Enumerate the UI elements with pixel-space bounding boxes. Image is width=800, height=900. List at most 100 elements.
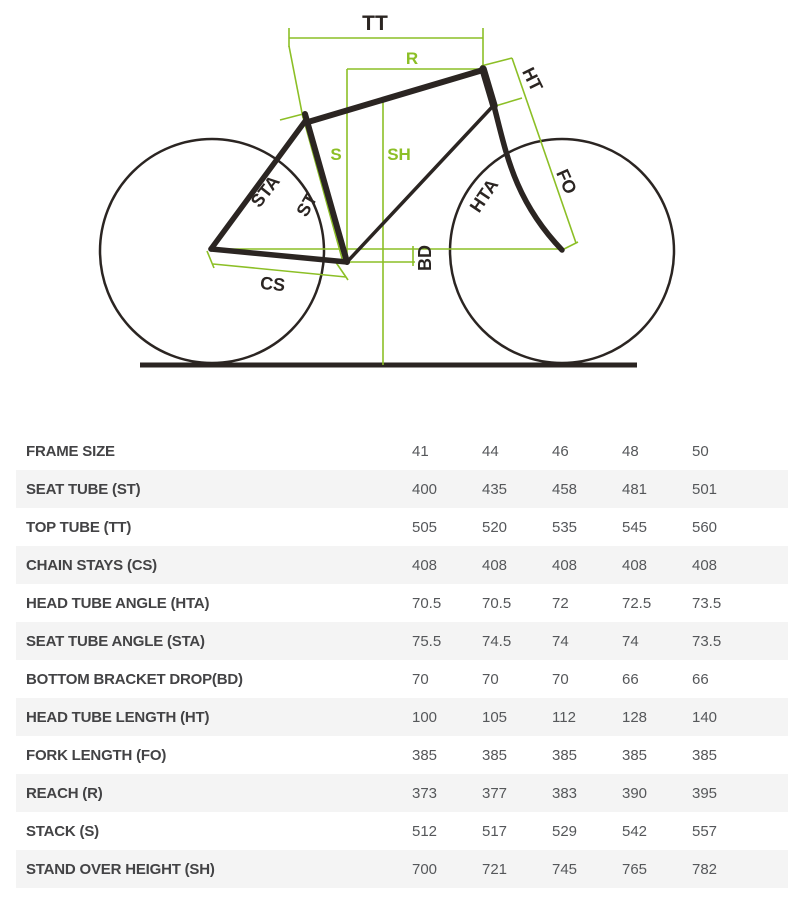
- cell-value: 481: [622, 480, 648, 498]
- frame-outline: [208, 65, 565, 265]
- cell-value: 128: [622, 708, 648, 726]
- row-label: CHAIN STAYS (CS): [26, 556, 157, 574]
- cell-value: 70.5: [412, 594, 442, 612]
- row-label: STACK (S): [26, 822, 99, 840]
- table-row: FORK LENGTH (FO) 385 385 385 385 385: [16, 736, 788, 774]
- cell-value: 72.5: [622, 594, 652, 612]
- cell-value: 74: [622, 632, 639, 650]
- cell-value: 765: [622, 860, 648, 878]
- label-bottom-bracket-drop: BD: [415, 245, 435, 271]
- row-label: HEAD TUBE LENGTH (HT): [26, 708, 210, 726]
- row-label: STAND OVER HEIGHT (SH): [26, 860, 215, 878]
- row-label: BOTTOM BRACKET DROP(BD): [26, 670, 243, 688]
- cell-value: 73.5: [692, 632, 722, 650]
- bike-geometry-svg: TT R S SH HT FO HTA STA ST CS BD: [98, 12, 676, 368]
- cell-value: 458: [552, 480, 578, 498]
- cell-value: 505: [412, 518, 438, 536]
- cell-value: 385: [692, 746, 718, 764]
- cell-value: 66: [692, 670, 709, 688]
- cell-value: 72: [552, 594, 569, 612]
- cell-value: 385: [482, 746, 508, 764]
- cell-value: 66: [622, 670, 639, 688]
- cell-value: 501: [692, 480, 718, 498]
- cell-value: 408: [552, 556, 578, 574]
- cell-value: 385: [412, 746, 438, 764]
- cell-value: 373: [412, 784, 438, 802]
- seat-stay-line: [208, 117, 309, 252]
- table-row: CHAIN STAYS (CS) 408 408 408 408 408: [16, 546, 788, 584]
- cell-value: 46: [552, 442, 569, 460]
- label-chain-stays: CS: [259, 273, 286, 296]
- down-tube-line: [345, 104, 495, 264]
- cell-value: 377: [482, 784, 508, 802]
- row-label: REACH (R): [26, 784, 103, 802]
- label-seat-tube-angle: STA: [247, 171, 284, 211]
- cell-value: 700: [412, 860, 438, 878]
- cell-value: 400: [412, 480, 438, 498]
- label-reach: R: [406, 49, 418, 68]
- cell-value: 512: [412, 822, 438, 840]
- row-label: TOP TUBE (TT): [26, 518, 132, 536]
- row-label: SEAT TUBE (ST): [26, 480, 141, 498]
- head-tube-line: [479, 65, 498, 110]
- table-row: TOP TUBE (TT) 505 520 535 545 560: [16, 508, 788, 546]
- cell-value: 395: [692, 784, 718, 802]
- cell-value: 48: [622, 442, 639, 460]
- table-row: REACH (R) 373 377 383 390 395: [16, 774, 788, 812]
- table-row: HEAD TUBE ANGLE (HTA) 70.5 70.5 72 72.5 73.5: [16, 584, 788, 622]
- table-row: SEAT TUBE (ST) 400 435 458 481 501: [16, 470, 788, 508]
- table-row: FRAME SIZE 41 44 46 48 50: [16, 432, 788, 470]
- table-row: STAND OVER HEIGHT (SH) 700 721 745 765 782: [16, 850, 788, 888]
- cell-value: 385: [622, 746, 648, 764]
- cell-value: 390: [622, 784, 648, 802]
- cell-value: 745: [552, 860, 578, 878]
- row-label: SEAT TUBE ANGLE (STA): [26, 632, 205, 650]
- wheels: [98, 137, 676, 365]
- cell-value: 73.5: [692, 594, 722, 612]
- label-stand-over-height: SH: [387, 145, 411, 164]
- cell-value: 782: [692, 860, 718, 878]
- bike-geometry-diagram: TT R S SH HT FO HTA STA ST CS BD: [0, 0, 800, 418]
- cell-value: 529: [552, 822, 578, 840]
- seat-tube-line: [302, 111, 350, 265]
- cell-value: 74.5: [482, 632, 512, 650]
- label-seat-tube: ST: [292, 190, 321, 220]
- cell-value: 435: [482, 480, 508, 498]
- cell-value: 560: [692, 518, 718, 536]
- cell-value: 70: [412, 670, 429, 688]
- cell-value: 557: [692, 822, 718, 840]
- cell-value: 44: [482, 442, 499, 460]
- cell-value: 105: [482, 708, 508, 726]
- geometry-spec-table: FRAME SIZE 41 44 46 48 50 SEAT TUBE (ST) 400…: [16, 432, 788, 888]
- cell-value: 385: [552, 746, 578, 764]
- cell-value: 70: [552, 670, 569, 688]
- row-label: FRAME SIZE: [26, 442, 115, 460]
- fork-line: [491, 103, 565, 253]
- cell-value: 75.5: [412, 632, 442, 650]
- cell-value: 721: [482, 860, 508, 878]
- table-row: BOTTOM BRACKET DROP(BD) 70 70 70 66 66: [16, 660, 788, 698]
- cell-value: 74: [552, 632, 569, 650]
- row-label: HEAD TUBE ANGLE (HTA): [26, 594, 210, 612]
- cell-value: 408: [692, 556, 718, 574]
- row-label: FORK LENGTH (FO): [26, 746, 167, 764]
- label-stack: S: [330, 145, 341, 164]
- cell-value: 100: [412, 708, 438, 726]
- table-row: SEAT TUBE ANGLE (STA) 75.5 74.5 74 74 73.5: [16, 622, 788, 660]
- cell-value: 70: [482, 670, 499, 688]
- cell-value: 542: [622, 822, 648, 840]
- cell-value: 383: [552, 784, 578, 802]
- cell-value: 408: [622, 556, 648, 574]
- cell-value: 112: [552, 708, 576, 726]
- label-head-tube-angle: HTA: [466, 175, 503, 216]
- top-tube-line: [305, 67, 486, 125]
- cell-value: 408: [482, 556, 508, 574]
- table-row: HEAD TUBE LENGTH (HT) 100 105 112 128 140: [16, 698, 788, 736]
- cell-value: 520: [482, 518, 508, 536]
- label-fork-length: FO: [552, 166, 580, 197]
- cell-value: 517: [482, 822, 508, 840]
- cell-value: 545: [622, 518, 648, 536]
- cell-value: 70.5: [482, 594, 512, 612]
- label-top-tube: TT: [362, 12, 388, 35]
- cell-value: 41: [412, 442, 429, 460]
